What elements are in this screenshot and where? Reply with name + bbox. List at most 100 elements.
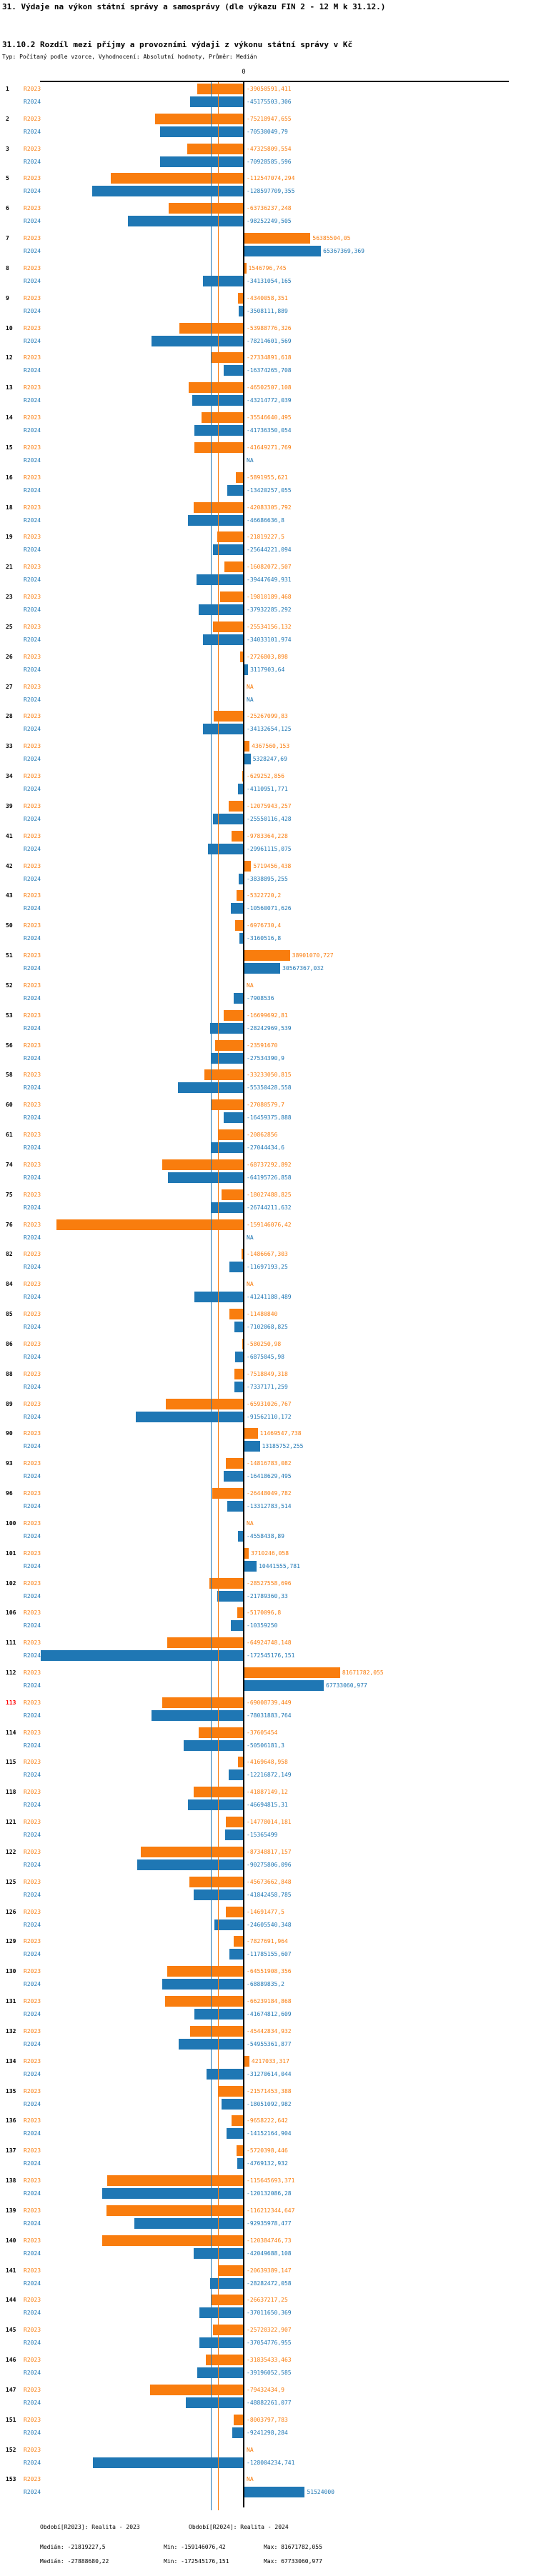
value-label-r2024: -16374265,708 [247, 367, 292, 374]
bar-row-r2024: R2024 NA [0, 454, 536, 467]
row-number: 6 [6, 205, 9, 212]
bar-r2024 [188, 1799, 243, 1811]
bar-row-r2024: R2024 -45175503,306 [0, 96, 536, 109]
value-label-r2023: -63736237,248 [247, 205, 292, 212]
value-label-r2024: -27044434,6 [247, 1144, 284, 1152]
value-label-r2024: -68889835,2 [247, 1981, 284, 1988]
bar-row-r2023: 139 R2023 -116212344,647 [0, 2205, 536, 2217]
value-label-r2023: 56385504,05 [312, 235, 351, 242]
bar-group: 14 R2023 -35546640,495 R2024 -41736350,054 [0, 411, 536, 441]
value-label-r2024: -28282472,058 [247, 2280, 292, 2287]
bar-group: 7 R2023 56385504,05 R2024 65367369,369 [0, 232, 536, 262]
median-line-r2023 [218, 81, 219, 2510]
bar-group: 76 R2023 -159146076,42 R2024 NA [0, 1219, 536, 1249]
value-label-r2023: -11480840 [247, 1311, 278, 1318]
value-label-r2024: -41241188,489 [247, 1294, 292, 1301]
value-label-r2023: -53988776,326 [247, 324, 292, 331]
bar-r2023 [212, 2295, 243, 2306]
row-number: 100 [6, 1519, 16, 1527]
bar-row-r2023: 113 R2023 -69008739,449 [0, 1697, 536, 1709]
bar-row-r2024: R2024 -70928585,596 [0, 156, 536, 169]
bar-r2024 [231, 1620, 243, 1632]
row-number: 141 [6, 2267, 16, 2274]
series-label-r2024: R2024 [24, 1951, 41, 1958]
value-label-r2023: -6976730,4 [247, 922, 282, 929]
bar-row-r2023: 23 R2023 -19810189,468 [0, 591, 536, 604]
series-label-r2023: R2023 [24, 2357, 41, 2364]
row-number: 151 [6, 2416, 16, 2423]
series-label-r2023: R2023 [24, 2177, 41, 2185]
bar-r2024 [217, 1590, 243, 1602]
bar-row-r2024: R2024 13185752,255 [0, 1440, 536, 1453]
value-label-r2023: -21571453,388 [247, 2087, 292, 2095]
bar-r2023 [167, 1637, 243, 1649]
bar-r2024 [192, 395, 243, 406]
series-label-r2023: R2023 [24, 354, 41, 361]
value-label-r2024: -120132086,28 [247, 2190, 292, 2197]
bar-row-r2023: 129 R2023 -7827691,964 [0, 1935, 536, 1948]
row-number: 140 [6, 2237, 16, 2244]
series-label-r2023: R2023 [24, 1968, 41, 1975]
row-number: 93 [6, 1460, 13, 1467]
value-label-r2023: -14778014,181 [247, 1819, 292, 1826]
bar-row-r2023: 53 R2023 -16699692,81 [0, 1009, 536, 1022]
axis-line [40, 81, 509, 82]
bar-group: 118 R2023 -41887149,12 R2024 -46694815,31 [0, 1786, 536, 1816]
series-label-r2023: R2023 [24, 235, 41, 242]
bar-row-r2024: R2024 -28242969,539 [0, 1022, 536, 1035]
value-label-r2023: -66239184,868 [247, 1998, 292, 2005]
bar-r2023 [168, 203, 243, 214]
bar-row-r2023: 19 R2023 -21819227,5 [0, 531, 536, 544]
value-label-r2023: -75218947,655 [247, 115, 292, 122]
row-number: 19 [6, 534, 13, 541]
value-label-r2024: NA [247, 1234, 254, 1241]
series-label-r2023: R2023 [24, 1012, 41, 1019]
bar-row-r2024: R2024 -28282472,058 [0, 2277, 536, 2290]
series-label-r2023: R2023 [24, 384, 41, 391]
value-label-r2023: -41887149,12 [247, 1789, 288, 1796]
series-label-r2024: R2024 [24, 1443, 41, 1450]
value-label-r2024: -16459375,888 [247, 1114, 292, 1122]
series-label-r2024: R2024 [24, 1682, 41, 1689]
value-label-r2023: -12075943,257 [247, 802, 292, 809]
bar-r2023 [211, 1099, 243, 1111]
value-label-r2023: NA [247, 1519, 254, 1527]
series-label-r2023: R2023 [24, 2446, 41, 2453]
row-number: 111 [6, 1639, 16, 1647]
bar-row-r2024: R2024 -16374265,708 [0, 364, 536, 377]
bar-row-r2023: 125 R2023 -45673662,848 [0, 1876, 536, 1889]
series-label-r2023: R2023 [24, 892, 41, 899]
series-label-r2023: R2023 [24, 175, 41, 182]
series-label-r2023: R2023 [24, 653, 41, 660]
bar-r2024 [224, 1112, 243, 1124]
bar-r2024 [244, 1560, 257, 1572]
bar-group: 1 R2023 -39050591,411 R2024 -45175503,306 [0, 83, 536, 113]
bar-r2024 [185, 2397, 243, 2408]
bar-row-r2023: 88 R2023 -7518849,318 [0, 1368, 536, 1381]
series-label-r2024: R2024 [24, 1772, 41, 1779]
bar-r2024 [102, 2188, 243, 2200]
bar-r2024 [199, 2337, 243, 2349]
series-label-r2024: R2024 [24, 2011, 41, 2018]
value-label-r2024: -11697193,25 [247, 1264, 288, 1271]
series-label-r2024: R2024 [24, 2070, 41, 2077]
series-label-r2023: R2023 [24, 773, 41, 780]
bar-r2024 [213, 813, 243, 824]
row-number: 76 [6, 1221, 13, 1228]
bar-row-r2023: 140 R2023 -120384746,73 [0, 2235, 536, 2247]
row-number: 85 [6, 1311, 13, 1318]
row-number: 26 [6, 653, 13, 660]
value-label-r2023: -629252,856 [247, 773, 284, 780]
bar-group: 152 R2023 NA R2024 -128004234,741 [0, 2444, 536, 2474]
series-label-r2023: R2023 [24, 1669, 41, 1676]
value-label-r2024: -43214772,039 [247, 397, 292, 404]
bar-group: 100 R2023 NA R2024 -4558438,89 [0, 1517, 536, 1547]
series-label-r2024: R2024 [24, 1114, 41, 1122]
bar-row-r2023: 101 R2023 3710246,058 [0, 1547, 536, 1560]
bar-row-r2023: 58 R2023 -33233050,815 [0, 1069, 536, 1082]
value-label-r2023: -115645693,371 [247, 2177, 295, 2185]
value-label-r2023: -47325809,554 [247, 145, 292, 152]
bar-r2023 [189, 2025, 243, 2037]
bar-r2023 [244, 233, 311, 244]
